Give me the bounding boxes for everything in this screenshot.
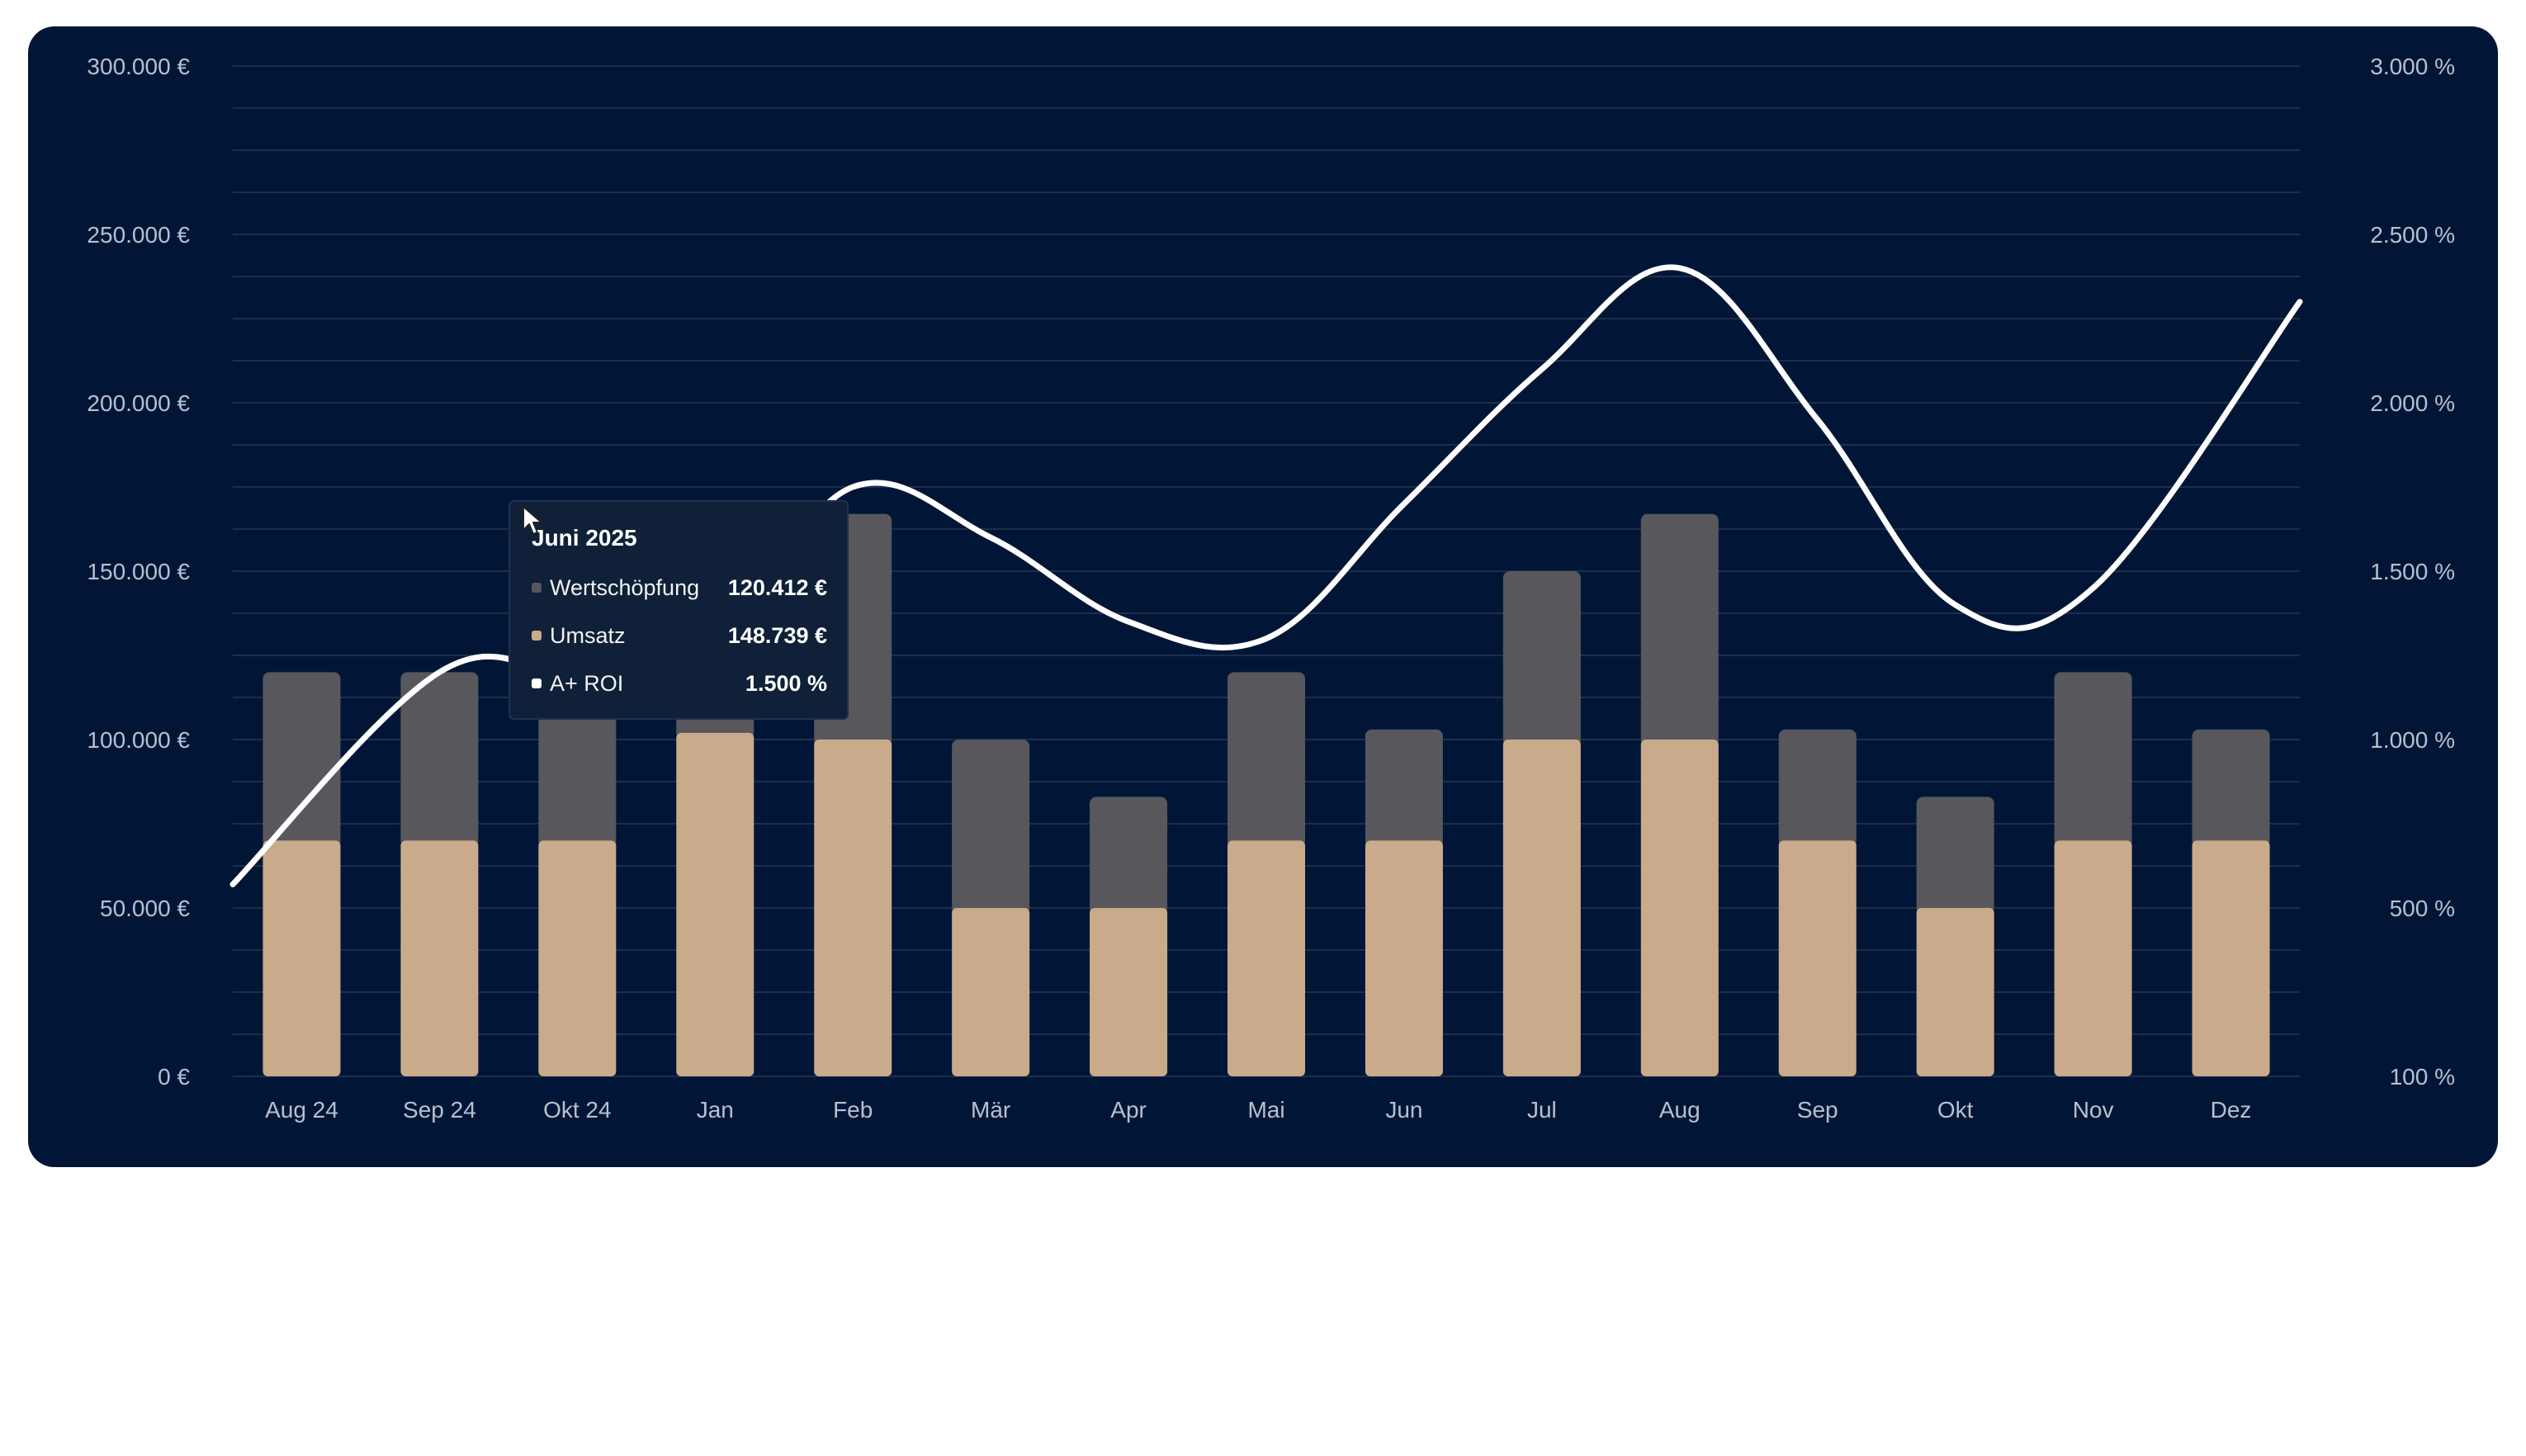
x-tick-label: Sep 24 — [403, 1097, 476, 1123]
bar-wertschoepfung[interactable] — [952, 740, 1030, 915]
tooltip-label: Wertschöpfung — [550, 574, 700, 600]
y-left-tick-label: 50.000 € — [100, 896, 190, 921]
x-tick-label: Apr — [1110, 1097, 1147, 1123]
y-left-tick-label: 250.000 € — [87, 222, 190, 248]
bar-umsatz[interactable] — [1228, 840, 1305, 1076]
tooltip-label: A+ ROI — [550, 670, 624, 696]
x-tick-label: Mai — [1247, 1097, 1284, 1123]
tooltip-value: 120.412 € — [727, 574, 827, 600]
tooltip-row-umsatz: Umsatz 148.739 € — [532, 619, 827, 652]
combo-chart: 0 € 50.000 € 100.000 € 150.000 € 200.000 € 25… — [87, 54, 2455, 1123]
y-left-tick-label: 0 € — [158, 1064, 190, 1090]
bar-wertschoepfung[interactable] — [1090, 797, 1168, 915]
tooltip-label: Umsatz — [550, 622, 626, 648]
x-tick-label: Jan — [697, 1097, 734, 1123]
y-right-tick-label: 100 % — [2390, 1064, 2455, 1090]
x-tick-label: Mär — [971, 1097, 1010, 1123]
bar-wertschoepfung[interactable] — [1502, 571, 1581, 746]
x-tick-label: Okt 24 — [543, 1097, 611, 1123]
y-left-tick-label: 200.000 € — [87, 390, 190, 416]
bar-wertschoepfung[interactable] — [1365, 729, 1443, 848]
y-left-tick-label: 150.000 € — [87, 559, 190, 584]
x-tick-label: Aug — [1659, 1097, 1701, 1123]
chart-tooltip: Juni 2025 Wertschöpfung 120.412 € Umsatz… — [509, 500, 849, 720]
x-tick-label: Dez — [2211, 1097, 2252, 1123]
y-right-tick-label: 3.000 % — [2370, 54, 2455, 79]
bar-umsatz[interactable] — [2192, 840, 2270, 1076]
mouse-cursor-icon — [523, 506, 542, 535]
bar-umsatz[interactable] — [400, 840, 479, 1076]
x-tick-label: Nov — [2073, 1097, 2114, 1123]
bar-umsatz[interactable] — [1778, 840, 1857, 1076]
bar-umsatz[interactable] — [952, 908, 1030, 1076]
tooltip-row-wertschoepfung: Wertschöpfung 120.412 € — [532, 571, 827, 604]
roi-swatch-icon — [532, 678, 542, 688]
tooltip-title: Juni 2025 — [532, 525, 637, 551]
bar-umsatz[interactable] — [538, 840, 617, 1076]
bar-umsatz[interactable] — [1502, 740, 1581, 1076]
x-tick-label: Aug 24 — [265, 1097, 338, 1123]
bar-wertschoepfung[interactable] — [2054, 672, 2132, 848]
y-right-tick-label: 2.500 % — [2370, 222, 2455, 248]
y-right-tick-label: 2.000 % — [2370, 390, 2455, 416]
bar-wertschoepfung[interactable] — [1916, 797, 1994, 915]
bar-umsatz[interactable] — [1640, 740, 1719, 1076]
x-axis: Aug 24 Sep 24 Okt 24 Jan Feb Mär Apr Mai Jun Jul A… — [265, 1097, 2251, 1123]
tooltip-value: 148.739 € — [727, 622, 827, 648]
x-tick-label: Okt — [1937, 1097, 1974, 1123]
y-right-tick-label: 500 % — [2390, 896, 2455, 921]
bar-umsatz[interactable] — [2054, 840, 2132, 1076]
y-right-tick-label: 1.000 % — [2370, 727, 2455, 753]
bar-umsatz[interactable] — [1090, 908, 1168, 1076]
bar-wertschoepfung[interactable] — [263, 672, 341, 848]
x-tick-label: Sep — [1797, 1097, 1838, 1123]
chart-card: 0 € 50.000 € 100.000 € 150.000 € 200.000 € 25… — [28, 26, 2498, 1167]
bar-wertschoepfung[interactable] — [2192, 729, 2270, 848]
bar-wertschoepfung[interactable] — [1228, 672, 1305, 848]
bar-umsatz[interactable] — [1365, 840, 1443, 1076]
bar-wertschoepfung[interactable] — [400, 672, 479, 848]
x-tick-label: Feb — [833, 1097, 873, 1123]
bar-umsatz[interactable] — [676, 732, 754, 1076]
x-tick-label: Jun — [1385, 1097, 1422, 1123]
bar-umsatz[interactable] — [263, 840, 341, 1076]
y-left-tick-label: 300.000 € — [87, 54, 190, 79]
bar-umsatz[interactable] — [814, 740, 892, 1076]
y-left-tick-label: 100.000 € — [87, 727, 190, 753]
bar-umsatz[interactable] — [1916, 908, 1994, 1076]
umsatz-swatch-icon — [532, 631, 542, 641]
y-axis-right: 100 % 500 % 1.000 % 1.500 % 2.000 % 2.500 % 3.… — [2370, 54, 2455, 1090]
bar-wertschoepfung[interactable] — [1778, 729, 1857, 848]
bar-wertschoepfung[interactable] — [1640, 513, 1719, 746]
y-axis-left: 0 € 50.000 € 100.000 € 150.000 € 200.000 € 25… — [87, 54, 190, 1090]
y-right-tick-label: 1.500 % — [2370, 559, 2455, 584]
tooltip-value: 1.500 % — [745, 670, 827, 696]
wertschoepfung-swatch-icon — [532, 583, 542, 593]
tooltip-row-roi: A+ ROI 1.500 % — [532, 667, 827, 700]
x-tick-label: Jul — [1527, 1097, 1557, 1123]
